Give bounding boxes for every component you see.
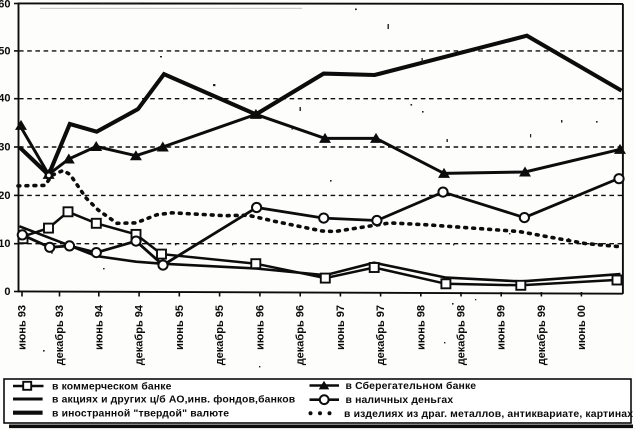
svg-text:20: 20 <box>0 190 11 202</box>
svg-text:40: 40 <box>0 93 11 105</box>
svg-text:июнь 95: июнь 95 <box>174 305 186 350</box>
svg-text:июнь 00: июнь 00 <box>576 305 588 350</box>
svg-text:30: 30 <box>0 142 11 154</box>
svg-text:июнь 99: июнь 99 <box>496 305 508 350</box>
svg-text:в коммерческом банке: в коммерческом банке <box>52 381 172 393</box>
svg-text:50: 50 <box>0 46 11 58</box>
svg-text:декабрь 98: декабрь 98 <box>456 305 468 365</box>
svg-text:июнь 94: июнь 94 <box>93 304 105 350</box>
svg-text:0: 0 <box>4 286 10 298</box>
svg-text:60: 60 <box>0 0 11 11</box>
svg-text:декабрь 97: декабрь 97 <box>375 305 387 365</box>
svg-text:декабрь 96: декабрь 96 <box>295 305 307 365</box>
svg-text:в акциях и других ц/б АО,инв.: в акциях и других ц/б АО,инв. фондов,бан… <box>52 394 295 406</box>
svg-text:июнь 98: июнь 98 <box>415 305 427 350</box>
svg-text:июнь 96: июнь 96 <box>254 305 266 350</box>
svg-text:декабрь 93: декабрь 93 <box>54 305 66 365</box>
svg-text:июнь 93: июнь 93 <box>17 305 29 350</box>
svg-text:декабрь 95: декабрь 95 <box>214 305 226 365</box>
svg-text:в изделиях из драг. металлов,: в изделиях из драг. металлов, антиквариа… <box>344 409 633 420</box>
svg-text:в иностранной "твердой" валюте: в иностранной "твердой" валюте <box>52 408 229 419</box>
svg-text:10: 10 <box>0 238 11 250</box>
svg-text:июнь 97: июнь 97 <box>335 305 347 350</box>
svg-text:декабрь 99: декабрь 99 <box>536 305 548 365</box>
svg-text:в Сберегательном банке: в Сберегательном банке <box>346 380 477 392</box>
svg-text:в наличных деньгах: в наличных деньгах <box>346 395 454 406</box>
svg-text:декабрь 94: декабрь 94 <box>134 304 146 365</box>
